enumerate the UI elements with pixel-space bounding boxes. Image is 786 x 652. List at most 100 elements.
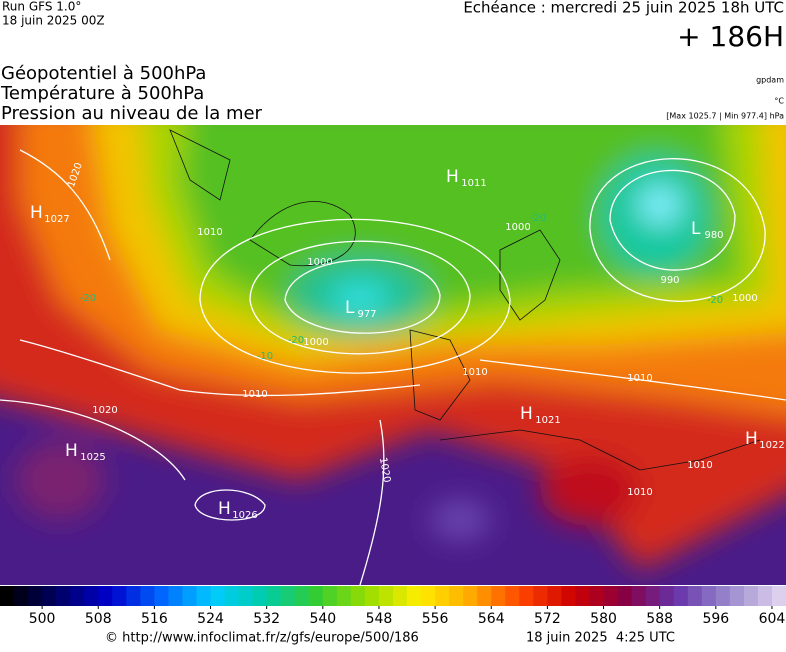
- title: Pression au niveau de la mer: [1, 103, 263, 124]
- colorbar-swatch: [42, 586, 57, 606]
- colorbar-swatch: [140, 586, 155, 606]
- colorbar-swatch: [687, 586, 703, 606]
- isotherm-label: -20: [530, 213, 546, 224]
- isobar-label: 1020: [377, 457, 392, 484]
- center-letter: H: [446, 167, 459, 187]
- colorbar-swatch: [266, 586, 282, 606]
- isobar-label: 1010: [462, 367, 487, 378]
- run: Run GFS 1.0°: [2, 0, 81, 14]
- colorbar-swatch: [112, 586, 127, 606]
- run-date: 18 juin 2025 00Z: [2, 14, 105, 28]
- echeance: Echéance : mercredi 25 juin 2025 18h UTC: [463, 0, 784, 17]
- center-value: 1025: [80, 452, 105, 463]
- lead-time: + 186H: [677, 20, 784, 53]
- colorbar-label: 500: [29, 611, 56, 627]
- colorbar-label: 524: [197, 611, 224, 627]
- colorbar-swatch: [252, 586, 268, 606]
- colorbar-swatch: [659, 586, 675, 606]
- colorbar-swatch: [645, 586, 661, 606]
- isobar-label: 1000: [505, 222, 530, 233]
- colorbar-swatch: [364, 586, 380, 606]
- isobar-label: 1020: [92, 405, 117, 416]
- colorbar-label: 532: [253, 611, 280, 627]
- center-letter: H: [65, 441, 78, 461]
- colorbar-swatch: [757, 586, 773, 606]
- center-value: 1027: [44, 214, 69, 225]
- colorbar-swatch: [701, 586, 717, 606]
- colorbar-swatch: [70, 586, 85, 606]
- center-value: 1026: [232, 510, 257, 521]
- colorbar-swatch: [463, 586, 478, 606]
- unit: gpdam: [756, 76, 784, 85]
- colorbar-swatch: [435, 586, 450, 606]
- center-value: 1022: [759, 440, 784, 451]
- isobar-label: 1010: [687, 460, 712, 471]
- colorbar-swatch: [743, 586, 759, 606]
- center-letter: H: [745, 429, 758, 449]
- colorbar-swatch: [294, 586, 310, 606]
- center-letter: H: [520, 404, 533, 424]
- colorbar-swatch: [561, 586, 576, 606]
- colorbar-swatch: [182, 586, 197, 606]
- colorbar-label: 588: [646, 611, 673, 627]
- colorbar-swatch: [617, 586, 633, 606]
- title: Température à 500hPa: [0, 83, 204, 104]
- colorbar-label: 508: [85, 611, 112, 627]
- pressure-centers: H 1027 H 1011 L 980 L 977 H 1021 H 1022 H 1025 …: [30, 167, 785, 521]
- center-value: 1011: [461, 178, 486, 189]
- colorbar-swatch: [729, 586, 745, 606]
- isobar-label: 1010: [627, 487, 652, 498]
- map: [0, 125, 786, 585]
- isobar-label: 990: [660, 275, 679, 286]
- colorbar-label: 548: [366, 611, 393, 627]
- center-letter: H: [30, 203, 43, 223]
- isobar-label: 1000: [732, 293, 757, 304]
- isotherm-label: -20: [80, 293, 96, 304]
- colorbar-swatch: [673, 586, 689, 606]
- colorbar-label: 516: [141, 611, 168, 627]
- colorbar-swatch: [505, 586, 520, 606]
- colorbar-swatch: [631, 586, 647, 606]
- colorbar-swatch: [589, 586, 605, 606]
- colorbar-swatch: [407, 586, 422, 606]
- colorbar-swatch: [280, 586, 296, 606]
- colorbar-swatch: [14, 586, 29, 606]
- colorbar-swatch: [491, 586, 506, 606]
- colorbar-swatch: [56, 586, 71, 606]
- unit: °C: [774, 97, 784, 106]
- colorbar-swatch: [126, 586, 141, 606]
- isobar-label: 1000: [303, 337, 328, 348]
- center-letter: H: [218, 499, 231, 519]
- colorbar: 500 508 516 524 532 540 548 556 564 572 580 588 596 6…: [0, 586, 786, 627]
- colorbar-swatch: [224, 586, 240, 606]
- isobar-label: 1000: [307, 257, 332, 268]
- colorbar-swatch: [477, 586, 492, 606]
- colorbar-label: 556: [422, 611, 449, 627]
- colorbar-swatch: [771, 586, 786, 606]
- colorbar-label: 580: [590, 611, 617, 627]
- isotherm-label: -20: [288, 335, 304, 346]
- colorbar-swatch: [168, 586, 183, 606]
- colorbar-label: 540: [309, 611, 336, 627]
- colorbar-swatch: [603, 586, 619, 606]
- center-letter: L: [345, 298, 355, 318]
- colorbar-swatch: [210, 586, 226, 606]
- colorbar-swatch: [547, 586, 562, 606]
- colorbar-swatch: [84, 586, 99, 606]
- colorbar-swatch: [336, 586, 352, 606]
- colorbar-swatch: [519, 586, 534, 606]
- colorbar-swatch: [715, 586, 731, 606]
- isobar-label: 1010: [197, 227, 222, 238]
- isobar-label: 1010: [627, 373, 652, 384]
- generated-time: 18 juin 2025 4:25 UTC: [526, 631, 675, 646]
- colorbar-swatch: [28, 586, 43, 606]
- center-value: 980: [704, 230, 723, 241]
- center-letter: L: [691, 219, 701, 239]
- isotherm-label: -20: [707, 295, 723, 306]
- colorbar-swatch: [238, 586, 254, 606]
- center-value: 1021: [535, 415, 560, 426]
- isotherm-label: -10: [257, 351, 273, 362]
- colorbar-swatch: [393, 586, 408, 606]
- colorbar-swatch: [322, 586, 338, 606]
